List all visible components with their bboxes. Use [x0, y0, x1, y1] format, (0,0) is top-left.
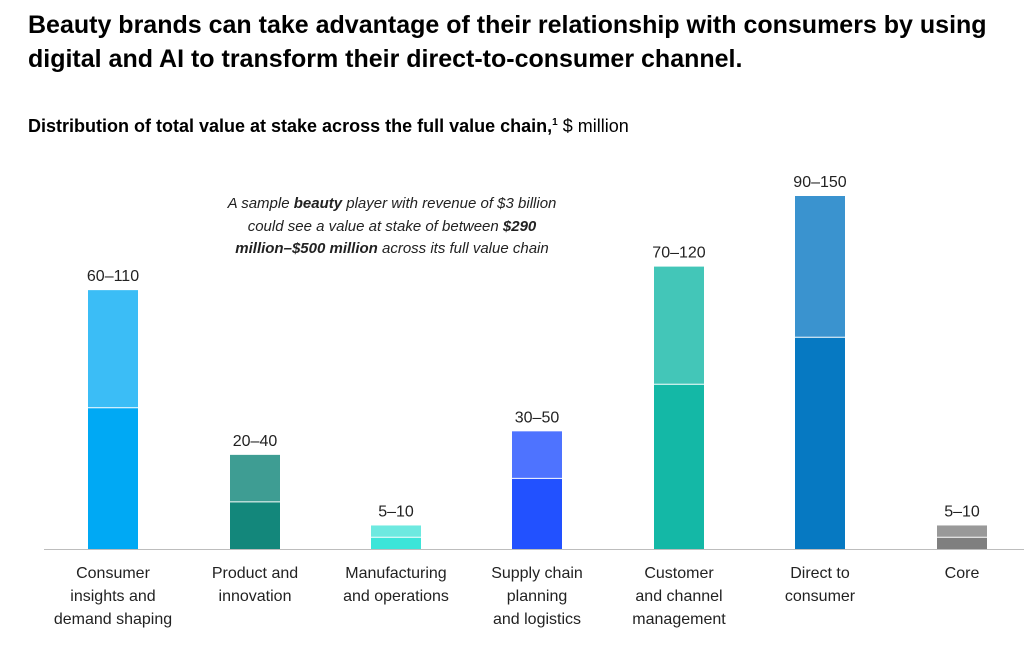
- category-label: insights and: [70, 588, 155, 605]
- bar-range-segment: [937, 525, 987, 538]
- annotation-bold-2: $290 million–$500 million: [235, 217, 537, 258]
- category-label: Manufacturing: [345, 565, 446, 582]
- bar-value-label: 5–10: [378, 503, 414, 520]
- bar-value-label: 20–40: [233, 433, 278, 450]
- category-label: and logistics: [493, 611, 581, 628]
- bar-range-segment: [371, 525, 421, 538]
- bar-low-segment: [795, 337, 845, 549]
- category-label: Direct to: [790, 565, 850, 582]
- category-label: and channel: [635, 588, 722, 605]
- annotation-bold-1: beauty: [293, 195, 343, 212]
- bar-low-segment: [371, 537, 421, 549]
- category-label: management: [632, 611, 726, 628]
- bar-range-segment: [512, 431, 562, 479]
- bar-low-segment: [937, 537, 987, 549]
- category-label: consumer: [785, 588, 856, 605]
- category-label: and operations: [343, 588, 449, 605]
- category-label: Core: [945, 565, 980, 582]
- annotation-part-2: player with revenue of $3 billion could …: [247, 195, 557, 235]
- bar-value-label: 70–120: [652, 245, 705, 262]
- bar-value-label: 30–50: [515, 409, 560, 426]
- subtitle-bold: Distribution of total value at stake acr…: [28, 116, 553, 136]
- annotation-part-1: A sample: [227, 195, 294, 212]
- bar-range-segment: [88, 290, 138, 408]
- chart-headline: Beauty brands can take advantage of thei…: [28, 11, 987, 73]
- category-label: Supply chain: [491, 565, 583, 582]
- bar-range-segment: [654, 266, 704, 385]
- bar-value-label: 60–110: [87, 268, 139, 285]
- chart-subtitle: Distribution of total value at stake acr…: [28, 116, 629, 137]
- bar-low-segment: [230, 501, 280, 549]
- category-label: Consumer: [76, 565, 150, 582]
- category-label: Product and: [212, 565, 298, 582]
- bar-value-label: 5–10: [944, 503, 980, 520]
- footnote-marker: 1: [552, 117, 558, 128]
- annotation-part-3: across its full value chain: [377, 240, 549, 257]
- category-label: planning: [507, 588, 568, 605]
- value-at-stake-annotation: A sample beauty player with revenue of $…: [222, 193, 562, 261]
- bar-range-segment: [230, 454, 280, 502]
- bar-low-segment: [654, 384, 704, 549]
- bar-range-segment: [795, 196, 845, 338]
- bar-low-segment: [88, 407, 138, 549]
- category-label: Customer: [644, 565, 714, 582]
- bar-value-label: 90–150: [793, 174, 846, 191]
- bar-low-segment: [512, 478, 562, 549]
- subtitle-unit: $ million: [557, 116, 629, 136]
- category-label: demand shaping: [54, 611, 172, 628]
- category-label: innovation: [219, 588, 292, 605]
